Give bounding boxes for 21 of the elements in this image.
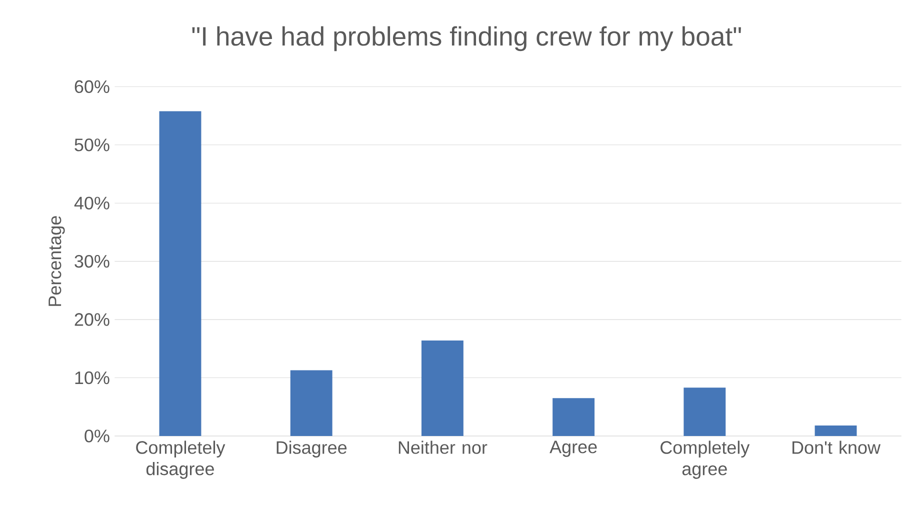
y-tick-label: 10% (75, 372, 110, 384)
y-tick-label: 60% (74, 80, 110, 94)
y-axis-title: Percentage (48, 216, 65, 306)
bar (290, 370, 332, 436)
bar (684, 388, 726, 436)
y-tick-label: 50% (74, 138, 110, 152)
bar (159, 111, 202, 436)
y-tick-label: 30% (74, 255, 110, 268)
x-tick-label: Disagree (276, 440, 347, 458)
y-tick-label: 20% (74, 313, 110, 326)
x-tick-label: Completely disagree (136, 440, 226, 479)
bar (421, 340, 464, 436)
chart-title: "I have had problems finding crew for my boat" (192, 26, 741, 52)
bar (552, 398, 595, 436)
x-tick-label: Don't know (792, 440, 881, 454)
bar (814, 426, 857, 436)
x-tick-label: Neither nor (398, 440, 488, 454)
y-tick-label: 40% (74, 196, 110, 210)
x-tick-label: Completely agree (660, 440, 750, 479)
y-tick-label: 0% (84, 430, 110, 443)
x-tick-label: Agree (550, 440, 597, 457)
